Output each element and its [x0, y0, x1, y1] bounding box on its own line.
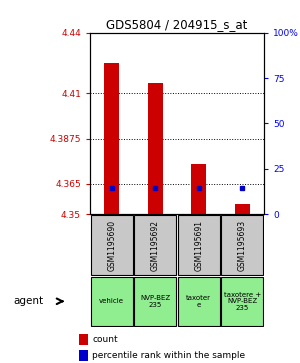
- Bar: [79, 350, 88, 362]
- Bar: [221, 277, 263, 326]
- Bar: [235, 204, 250, 214]
- Bar: [134, 215, 176, 275]
- Text: GSM1195692: GSM1195692: [151, 220, 160, 270]
- Text: count: count: [92, 335, 118, 344]
- Text: GSM1195690: GSM1195690: [107, 220, 116, 270]
- Title: GDS5804 / 204915_s_at: GDS5804 / 204915_s_at: [106, 19, 248, 32]
- Bar: [191, 164, 206, 214]
- Text: NVP-BEZ
235: NVP-BEZ 235: [140, 295, 170, 307]
- Text: agent: agent: [13, 296, 43, 306]
- Bar: [221, 215, 263, 275]
- Bar: [148, 83, 163, 214]
- Text: vehicle: vehicle: [99, 298, 124, 304]
- Bar: [91, 215, 133, 275]
- Bar: [79, 334, 88, 345]
- Text: taxoter
e: taxoter e: [186, 295, 211, 307]
- Text: percentile rank within the sample: percentile rank within the sample: [92, 351, 245, 360]
- Bar: [134, 277, 176, 326]
- Bar: [178, 215, 220, 275]
- Text: GSM1195693: GSM1195693: [238, 220, 247, 270]
- Text: GSM1195691: GSM1195691: [194, 220, 203, 270]
- Bar: [91, 277, 133, 326]
- Bar: [178, 277, 220, 326]
- Bar: [104, 63, 119, 214]
- Text: taxotere +
NVP-BEZ
235: taxotere + NVP-BEZ 235: [224, 292, 261, 311]
